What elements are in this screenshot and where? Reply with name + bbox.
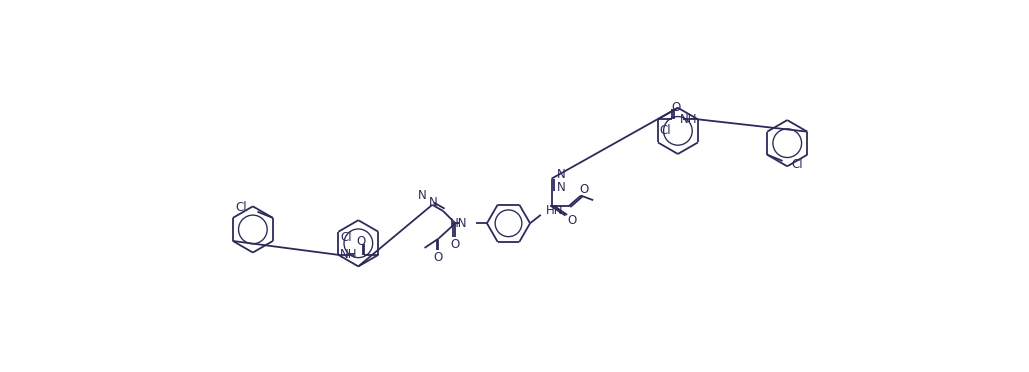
Text: NH: NH [680,113,698,126]
Text: Cl: Cl [660,124,671,137]
Text: O: O [672,101,681,114]
Text: Cl: Cl [792,158,804,171]
Text: O: O [567,214,576,227]
Text: O: O [451,238,460,251]
Text: N: N [557,180,566,193]
Text: Cl: Cl [236,201,247,214]
Text: N: N [418,189,427,202]
Text: O: O [579,183,589,196]
Text: O: O [434,251,443,264]
Text: HN: HN [545,205,563,218]
Text: O: O [357,235,366,248]
Text: Cl: Cl [340,231,352,244]
Text: N: N [429,196,437,209]
Text: NH: NH [341,248,358,262]
Text: N: N [557,168,566,181]
Text: HN: HN [450,217,468,230]
